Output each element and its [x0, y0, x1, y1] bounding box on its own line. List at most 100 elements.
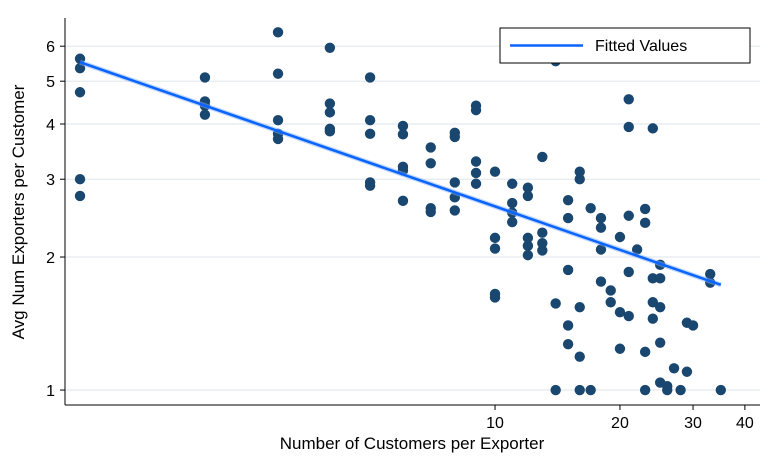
data-point — [668, 363, 680, 374]
data-point — [675, 384, 686, 396]
data-point — [647, 273, 659, 284]
data-point — [631, 244, 643, 255]
y-tick-label: 3 — [46, 172, 55, 189]
data-point — [550, 384, 561, 396]
data-point — [489, 166, 501, 177]
data-point — [662, 384, 673, 396]
y-tick-label: 2 — [46, 250, 55, 267]
data-point — [623, 121, 634, 133]
data-point — [449, 177, 461, 188]
data-point — [639, 384, 651, 396]
data-point — [537, 245, 548, 256]
data-point — [715, 384, 727, 396]
data-point — [574, 174, 585, 185]
data-point — [654, 273, 666, 284]
data-point — [562, 264, 574, 276]
data-point — [470, 156, 482, 167]
data-point — [647, 297, 659, 308]
x-tick-label: 40 — [736, 415, 754, 432]
data-point — [574, 301, 585, 313]
data-point — [449, 205, 461, 216]
data-point — [470, 178, 482, 189]
data-point — [199, 109, 211, 120]
data-point — [324, 42, 336, 54]
data-point — [489, 292, 501, 303]
data-point — [537, 227, 548, 238]
data-point — [507, 178, 518, 189]
data-point — [574, 166, 585, 177]
y-tick-label: 4 — [46, 117, 55, 134]
data-point — [705, 268, 716, 280]
data-point — [522, 182, 534, 193]
data-point — [522, 240, 534, 252]
data-point — [623, 94, 634, 105]
data-point — [397, 120, 409, 132]
x-axis-label: Number of Customers per Exporter — [280, 434, 545, 453]
data-point — [647, 313, 659, 324]
data-point — [574, 351, 585, 362]
scatter-points — [74, 27, 727, 396]
data-point — [623, 210, 634, 221]
data-point — [272, 133, 284, 145]
data-point — [614, 343, 626, 354]
data-point — [681, 366, 693, 377]
y-axis-label: Avg Num Exporters per Customer — [9, 84, 28, 339]
data-point — [585, 384, 596, 396]
data-point — [397, 129, 409, 140]
data-point — [614, 307, 626, 318]
data-point — [654, 337, 666, 348]
data-point — [595, 212, 607, 224]
data-point — [562, 194, 574, 206]
y-tick-label: 6 — [46, 39, 55, 56]
data-point — [272, 115, 284, 126]
data-point — [562, 212, 574, 224]
data-point — [397, 195, 409, 207]
data-point — [585, 202, 596, 214]
x-axis-ticks: 10 20 30 40 — [486, 405, 754, 432]
data-point — [489, 232, 501, 244]
data-point — [507, 216, 518, 228]
fitted-line-group — [79, 59, 722, 288]
data-point — [199, 72, 211, 83]
data-point — [562, 320, 574, 331]
data-point — [550, 298, 561, 309]
data-point — [324, 126, 336, 137]
data-point — [425, 142, 436, 153]
legend-label-fitted: Fitted Values — [595, 38, 687, 55]
data-point — [272, 68, 284, 79]
data-point — [74, 190, 86, 202]
data-point — [522, 249, 534, 261]
data-point — [647, 123, 659, 134]
data-point — [522, 190, 534, 202]
data-point — [595, 276, 607, 287]
data-point — [425, 206, 436, 218]
data-point — [364, 128, 376, 140]
data-point — [470, 104, 482, 116]
x-tick-label: 10 — [486, 415, 504, 432]
data-point — [639, 203, 651, 215]
data-point — [537, 151, 548, 163]
data-point — [522, 232, 534, 244]
data-point — [623, 310, 634, 322]
x-tick-label: 30 — [684, 415, 702, 432]
fitted-line — [79, 61, 722, 287]
gridlines — [65, 45, 760, 391]
data-point — [364, 72, 376, 83]
data-point — [574, 384, 585, 396]
data-point — [324, 107, 336, 118]
data-point — [605, 285, 616, 296]
legend: Fitted Values — [499, 27, 751, 64]
data-point — [595, 222, 607, 233]
data-point — [537, 237, 548, 249]
data-point — [74, 87, 86, 98]
data-point — [605, 297, 616, 308]
data-point — [74, 174, 86, 185]
data-point — [272, 27, 284, 38]
data-point — [654, 301, 666, 313]
data-point — [639, 346, 651, 358]
data-point — [614, 231, 626, 243]
y-tick-label: 5 — [46, 74, 55, 91]
data-point — [562, 338, 574, 350]
y-axis-ticks: 1 2 3 4 5 6 — [46, 39, 65, 400]
